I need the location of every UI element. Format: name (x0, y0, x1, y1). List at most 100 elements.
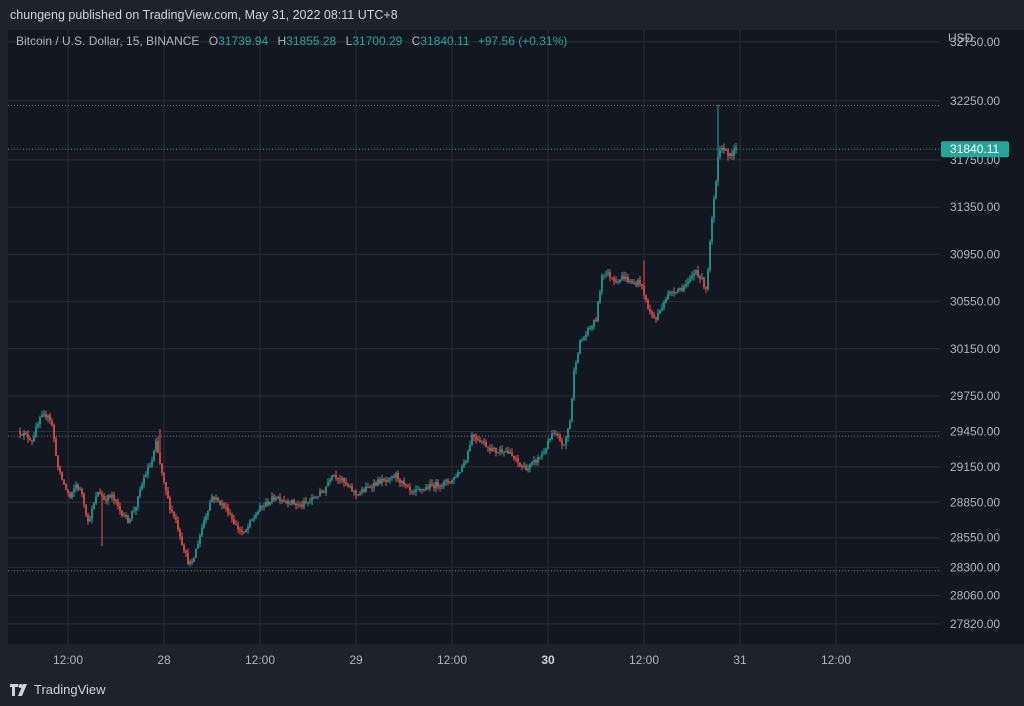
candle-body (307, 502, 309, 504)
candle-body (345, 482, 347, 484)
candle-body (487, 447, 489, 449)
close-label: C (411, 34, 421, 48)
candle-body (377, 479, 379, 486)
candle-body (679, 287, 681, 290)
candle-body (263, 506, 265, 508)
candle-body (373, 482, 375, 488)
candle-body (625, 276, 627, 279)
candle-body (327, 482, 329, 487)
candle-body (699, 276, 701, 279)
candle-body (111, 494, 113, 498)
time-tick-label: 12:00 (437, 653, 467, 667)
candle-body (153, 450, 155, 461)
candle-body (309, 501, 311, 503)
candle-body (481, 441, 483, 443)
candle-body (453, 477, 455, 480)
candle-body (193, 557, 195, 563)
candle-body (399, 479, 401, 483)
chart-area[interactable]: 32750.00 32250.00 31750.00 31350.00 30950.00… (0, 30, 1024, 674)
currency-label: USD (948, 31, 974, 45)
time-tick-label: 31 (733, 653, 747, 667)
candle-body (283, 500, 285, 502)
candle-body (689, 278, 691, 282)
candle-body (105, 499, 107, 501)
candle-body (275, 498, 277, 500)
candle-body (225, 506, 227, 508)
candle-body (549, 438, 551, 441)
candle-body (43, 414, 45, 416)
candle-body (269, 502, 271, 505)
candle-body (369, 486, 371, 488)
candle-body (259, 505, 261, 512)
candle-body (93, 503, 95, 509)
candle-body (565, 437, 567, 445)
candle-body (19, 431, 21, 434)
tradingview-brand[interactable]: TradingView (10, 682, 106, 697)
candle-body (213, 496, 215, 500)
candle-body (583, 337, 585, 341)
candle-body (165, 482, 167, 491)
symbol-title[interactable]: Bitcoin / U.S. Dollar, 15, BINANCE (16, 34, 200, 48)
high-value: 31855.28 (286, 34, 337, 48)
candle-body (183, 544, 185, 552)
candlestick-chart[interactable]: 32750.0032250.0031750.0031350.0030950.00… (0, 30, 1024, 674)
candle-body (133, 510, 135, 512)
candle-body (47, 415, 49, 418)
candle-body (563, 444, 565, 446)
time-tick-label: 12:00 (245, 653, 275, 667)
candle-body (459, 472, 461, 474)
candle-body (375, 482, 377, 486)
candle-body (237, 524, 239, 529)
candle-body (419, 489, 421, 491)
candle-body (223, 503, 225, 507)
candle-body (159, 452, 161, 464)
candle-body (703, 277, 705, 288)
candle-body (95, 496, 97, 504)
time-tick-label: 12:00 (53, 653, 83, 667)
candle-body (67, 489, 69, 494)
candle-body (479, 440, 481, 442)
candle-body (489, 447, 491, 451)
candle-body (167, 490, 169, 499)
candle-body (379, 479, 381, 484)
candle-body (695, 270, 697, 274)
brand-name: TradingView (34, 682, 106, 697)
candle-body (83, 494, 85, 505)
candle-body (175, 517, 177, 520)
candle-body (585, 334, 587, 338)
candle-body (325, 486, 327, 493)
candle-body (513, 455, 515, 459)
candle-body (407, 485, 409, 488)
candle-body (657, 313, 659, 320)
candle-body (279, 496, 281, 501)
candle-body (57, 455, 59, 468)
candle-body (541, 453, 543, 457)
candle-body (499, 449, 501, 452)
candle-body (33, 436, 35, 442)
candle-body (551, 433, 553, 439)
candle-body (617, 281, 619, 283)
candle-body (717, 156, 719, 182)
candle-body (291, 499, 293, 504)
candle-body (465, 460, 467, 463)
candle-body (507, 450, 509, 454)
candle-body (715, 181, 717, 199)
candle-body (395, 473, 397, 478)
candle-body (115, 499, 117, 502)
candle-body (143, 477, 145, 485)
candle-body (391, 476, 393, 478)
candle-body (455, 476, 457, 478)
price-tick-label: 30550.00 (950, 295, 1000, 309)
candle-body (693, 273, 695, 276)
candle-body (199, 535, 201, 544)
price-tick-label: 29450.00 (950, 424, 1000, 438)
candle-body (417, 489, 419, 491)
candle-body (209, 502, 211, 511)
candle-body (41, 415, 43, 418)
candle-body (163, 472, 165, 483)
candle-body (101, 494, 103, 497)
candle-body (161, 463, 163, 473)
candle-body (501, 449, 503, 453)
candle-body (605, 273, 607, 276)
candle-body (235, 524, 237, 526)
